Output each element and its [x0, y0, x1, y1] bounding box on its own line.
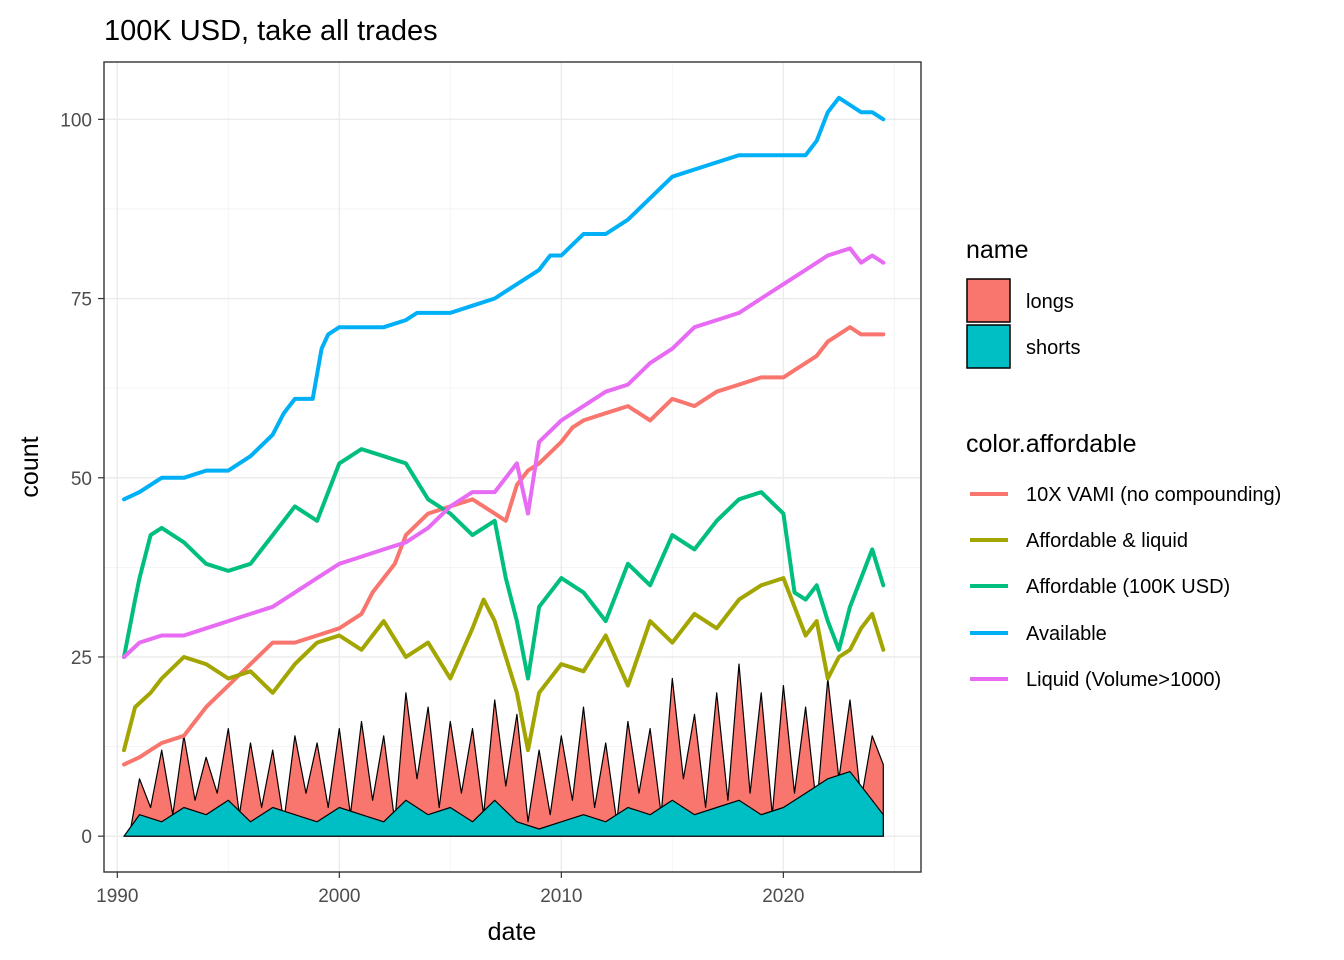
line-available — [122, 95, 886, 502]
line-legend-title: color.affordable — [966, 430, 1137, 458]
line-legend: color.affordable 10X VAMI (no compoundin… — [966, 430, 1281, 691]
x-tick-label: 2020 — [762, 886, 804, 907]
legend-label-affordable: Affordable (100K USD) — [1026, 576, 1230, 598]
legend-item-longs: longs — [966, 278, 1074, 323]
y-axis-label: count — [16, 436, 44, 497]
legend-label-available: Available — [1026, 623, 1107, 645]
legend-item-liquid: Liquid (Volume>1000) — [970, 669, 1221, 691]
y-tick-label: 50 — [71, 469, 92, 490]
y-tick-label: 100 — [60, 110, 92, 131]
legend-item-available: Available — [970, 623, 1107, 645]
legend-label-affordable-liquid: Affordable & liquid — [1026, 530, 1188, 552]
y-tick-label: 25 — [71, 648, 92, 669]
axis-ticks: 1990 2000 2010 2020 0 25 50 75 100 — [60, 110, 804, 907]
area-layer — [123, 663, 884, 837]
legend-label-liquid: Liquid (Volume>1000) — [1026, 669, 1221, 691]
chart-title: 100K USD, take all trades — [104, 15, 438, 47]
x-tick-label: 2010 — [540, 886, 582, 907]
y-tick-label: 0 — [81, 827, 92, 848]
area-longs — [123, 663, 884, 837]
legend-item-affordable-liquid: Affordable & liquid — [970, 530, 1188, 552]
plot-border — [103, 61, 922, 873]
legend-label-shorts: shorts — [1026, 337, 1080, 359]
legend-label-vami: 10X VAMI (no compounding) — [1026, 484, 1281, 506]
area-shorts — [123, 771, 884, 837]
y-tick-label: 75 — [71, 290, 92, 311]
x-tick-label: 2000 — [318, 886, 360, 907]
fill-legend-title: name — [966, 236, 1029, 264]
line-affordable-100k-usd — [122, 447, 886, 681]
line-10x-vami-no-compounding — [122, 325, 886, 767]
x-tick-label: 1990 — [96, 886, 138, 907]
legend-swatch-shorts — [966, 324, 1011, 369]
legend-item-affordable: Affordable (100K USD) — [970, 576, 1230, 598]
legend-item-shorts: shorts — [966, 324, 1080, 369]
fill-legend: name longs shorts — [966, 236, 1080, 369]
legend-label-longs: longs — [1026, 291, 1074, 313]
line-affordable-liquid — [122, 576, 886, 753]
line-liquid-volume-1000 — [122, 246, 886, 659]
x-axis-label: date — [488, 918, 537, 946]
line-layer — [122, 95, 886, 767]
legend-item-vami: 10X VAMI (no compounding) — [970, 484, 1281, 506]
legend-swatch-longs — [966, 278, 1011, 323]
